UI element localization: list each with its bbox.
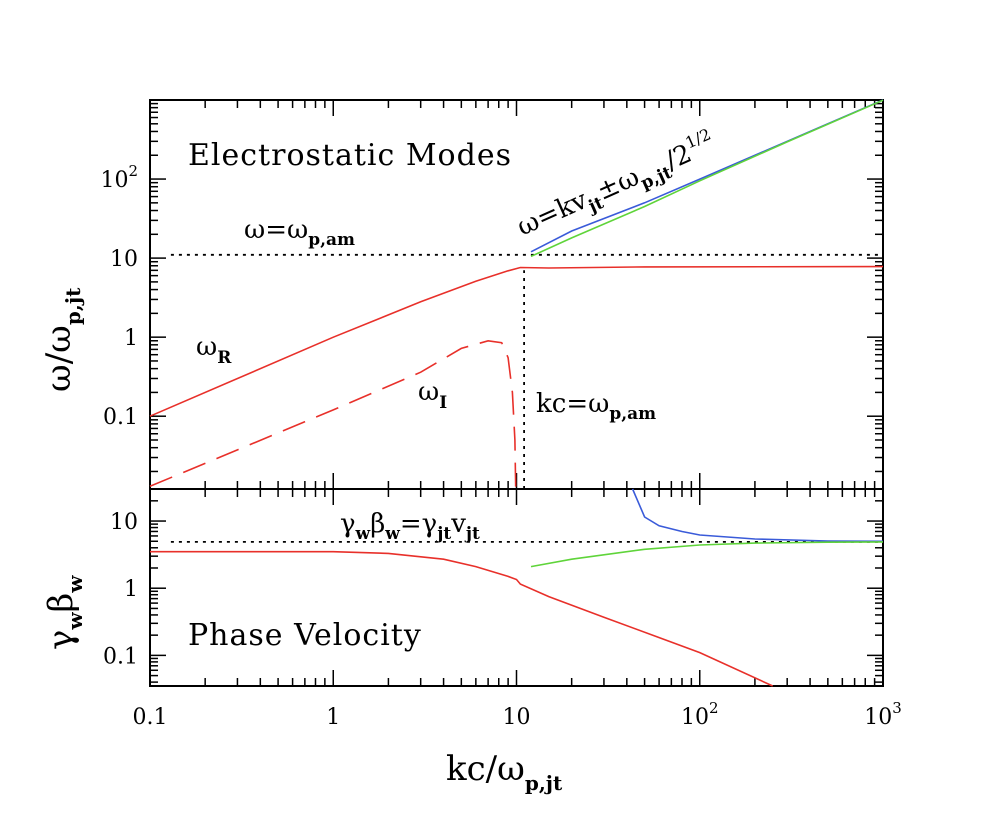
omega-i-label: ωI [418, 377, 447, 413]
plasma-frequency-annotation: ω=ωp,am [244, 215, 355, 250]
series-beam_plus_phase [631, 488, 884, 543]
top-panel-title: Electrostatic Modes [188, 138, 512, 173]
x-tick-label: 102 [681, 699, 719, 730]
series-beam_minus [530, 99, 884, 258]
top-y-tick-labels: 0.1 1 10 102 [100, 162, 138, 430]
top-y-tick-label: 10 [110, 247, 138, 272]
x-tick-label: 1 [326, 705, 340, 730]
top-y-tick-label: 102 [100, 162, 138, 193]
phase-equality-annotation: γwβw=γjtvjt [340, 509, 480, 544]
top-ticks [149, 100, 883, 489]
bottom-y-axis-label: γwβw [41, 575, 87, 650]
bottom-panel-frame [149, 488, 884, 687]
top-panel: 0.1 1 10 102 Electrostatic Modes ω=ωp,am ωR… [39, 99, 884, 490]
top-y-axis-label: ω/ωp,jt [39, 287, 85, 392]
bottom-panel: 0.1 1 10 0.1 1 10 102 103 Phase Velocity γwβw=… [41, 488, 902, 795]
x-tick-labels: 0.1 1 10 102 103 [133, 699, 902, 730]
bottom-panel-title: Phase Velocity [188, 618, 422, 653]
x-tick-label: 103 [864, 699, 902, 730]
series-omega_R_phase [150, 550, 774, 687]
top-series [149, 99, 884, 490]
top-y-tick-label: 1 [124, 326, 138, 351]
x-tick-label: 0.1 [133, 705, 168, 730]
top-y-tick-label: 0.1 [103, 405, 138, 430]
omega-r-label: ωR [196, 332, 232, 368]
bottom-y-tick-label: 0.1 [103, 644, 138, 669]
bottom-y-tick-label: 10 [110, 510, 138, 535]
bottom-y-tick-labels: 0.1 1 10 [103, 510, 138, 669]
series-beam_minus_phase [530, 541, 884, 568]
x-axis-label: kc/ωp,jt [446, 749, 563, 795]
bottom-series [150, 488, 884, 687]
bottom-ticks [149, 488, 883, 686]
x-tick-label: 10 [503, 705, 531, 730]
series-omega_I [149, 339, 517, 490]
bottom-y-tick-label: 1 [124, 577, 138, 602]
series-omega_R [149, 265, 884, 417]
kc-annotation: kc=ωp,am [536, 389, 656, 424]
